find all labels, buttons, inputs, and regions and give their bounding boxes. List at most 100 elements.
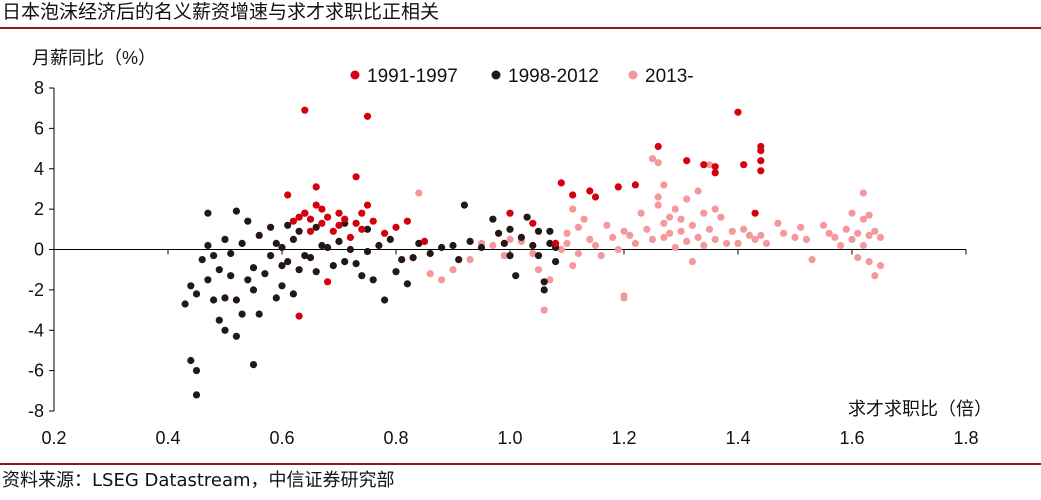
data-point-1991-1997	[329, 227, 337, 235]
data-point-1991-1997	[711, 163, 719, 171]
data-point-1998-2012	[289, 235, 297, 243]
data-point-1998-2012	[198, 256, 206, 264]
data-point-1991-1997	[381, 229, 389, 237]
data-point-1991-1997	[757, 147, 765, 155]
data-point-2013	[660, 233, 668, 241]
data-point-2013	[705, 161, 714, 169]
data-point-1998-2012	[232, 332, 240, 340]
data-point-1998-2012	[295, 227, 303, 235]
data-point-1991-1997	[700, 161, 708, 169]
data-point-2013	[500, 252, 508, 260]
data-point-2013	[631, 239, 640, 247]
data-point-1998-2012	[278, 262, 286, 270]
data-point-2013	[586, 235, 594, 243]
scatter-chart: 8 6 4 2 0 -2 -4 -6 -8 0.2 0.4 0.6 0.8 1.0 1.2 1.4 1.6 1.8…	[28, 48, 992, 448]
data-point-1998-2012	[506, 225, 514, 233]
x-tick-label: 1.8	[953, 428, 978, 448]
data-point-1998-2012	[369, 276, 377, 284]
data-point-2013	[831, 233, 839, 241]
data-point-1998-2012	[215, 266, 223, 274]
data-point-1991-1997	[301, 209, 309, 217]
data-point-2013	[762, 239, 771, 247]
legend-marker-1998-2012	[491, 70, 501, 80]
data-point-1998-2012	[392, 268, 400, 276]
data-point-2013	[700, 209, 708, 217]
x-tick-label: 1.6	[839, 428, 864, 448]
data-point-1991-1997	[341, 215, 349, 223]
data-point-1998-2012	[335, 237, 343, 245]
data-point-2013	[842, 225, 850, 233]
data-point-1991-1997	[358, 209, 366, 217]
data-point-1998-2012	[204, 276, 212, 284]
data-point-1998-2012	[318, 241, 326, 250]
data-point-1991-1997	[324, 278, 332, 286]
data-point-1991-1997	[318, 219, 326, 227]
legend-label-2013: 2013-	[645, 66, 694, 87]
y-tick-label: 0	[34, 240, 44, 260]
data-point-2013	[745, 231, 754, 239]
data-point-2013	[728, 227, 736, 235]
data-point-2013	[854, 229, 862, 237]
data-point-1998-2012	[324, 243, 332, 252]
data-point-2013	[871, 272, 879, 280]
data-point-1998-2012	[210, 252, 218, 260]
data-point-1998-2012	[284, 258, 292, 266]
data-point-1998-2012	[381, 296, 389, 304]
data-point-1998-2012	[289, 290, 297, 298]
data-point-1991-1997	[392, 223, 400, 231]
data-point-2013	[449, 266, 457, 274]
y-tick-label: 8	[34, 78, 44, 98]
data-point-1998-2012	[244, 217, 252, 225]
data-point-1998-2012	[284, 221, 292, 229]
data-point-1998-2012	[267, 252, 275, 260]
data-point-2013	[574, 223, 583, 231]
data-point-1998-2012	[415, 239, 423, 247]
data-point-1998-2012	[272, 294, 280, 302]
data-point-1998-2012	[192, 290, 201, 298]
data-point-2013	[546, 276, 554, 284]
data-point-1998-2012	[306, 254, 315, 262]
data-point-1998-2012	[449, 241, 457, 250]
legend-label-1998-2012: 1998-2012	[508, 66, 599, 87]
data-point-2013	[688, 221, 697, 229]
data-point-1998-2012	[540, 278, 548, 286]
data-point-1998-2012	[204, 241, 212, 250]
data-point-2013	[683, 237, 691, 245]
data-point-2013	[797, 223, 805, 231]
data-point-1998-2012	[244, 276, 252, 284]
data-point-2013	[534, 266, 543, 274]
data-point-1998-2012	[249, 286, 258, 294]
data-point-1991-1997	[506, 209, 514, 217]
x-axis-label: 求才求职比（倍）	[848, 399, 992, 419]
data-point-1998-2012	[221, 294, 229, 302]
data-point-1998-2012	[221, 326, 229, 334]
data-point-1991-1997	[557, 179, 565, 187]
data-point-1998-2012	[529, 241, 537, 250]
data-point-1998-2012	[227, 249, 235, 258]
data-point-2013	[848, 235, 856, 243]
data-point-1998-2012	[272, 239, 280, 247]
data-point-2013	[825, 229, 833, 237]
data-point-1998-2012	[312, 223, 320, 231]
x-tick-label: 1.2	[611, 428, 636, 448]
legend-marker-1991-1997	[350, 70, 360, 80]
data-point-2013	[711, 235, 719, 243]
data-point-1991-1997	[740, 161, 748, 169]
data-point-2013	[865, 258, 873, 266]
data-point-2013	[865, 231, 873, 239]
data-point-2013	[802, 235, 811, 243]
data-point-1991-1997	[631, 181, 640, 189]
data-point-1998-2012	[261, 270, 269, 278]
data-point-2013	[620, 227, 628, 235]
data-point-1998-2012	[363, 247, 372, 256]
legend-label-1991-1997: 1991-1997	[367, 66, 458, 87]
data-point-2013	[819, 221, 828, 229]
y-tick-label: 4	[34, 159, 44, 179]
data-point-2013	[557, 245, 565, 254]
data-point-1998-2012	[540, 286, 548, 294]
data-point-1991-1997	[335, 221, 343, 229]
data-point-1998-2012	[517, 233, 526, 241]
data-point-1991-1997	[757, 167, 765, 175]
data-point-1998-2012	[295, 266, 303, 274]
data-point-1998-2012	[386, 235, 394, 243]
